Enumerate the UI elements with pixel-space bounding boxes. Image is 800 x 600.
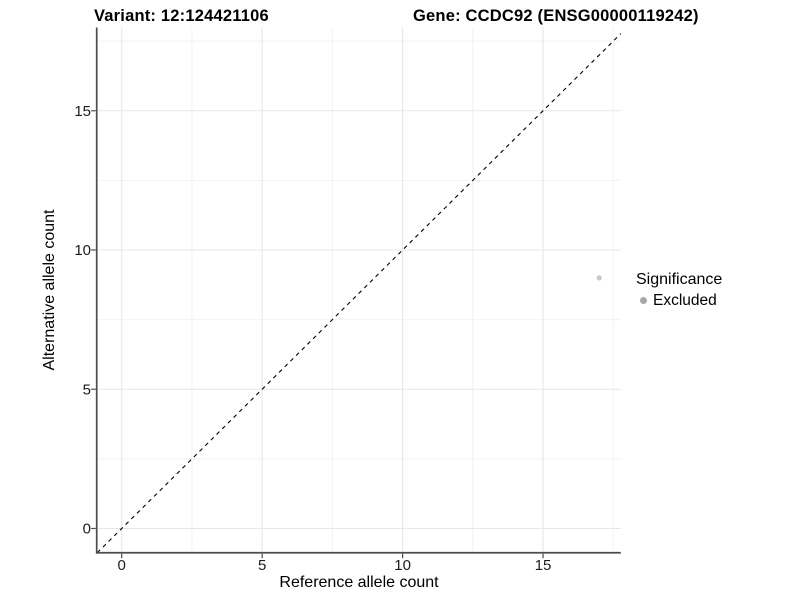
x-tick-labels: 0 5 10 15 xyxy=(118,557,552,574)
gene-title: Gene: CCDC92 (ENSG00000119242) xyxy=(413,7,699,25)
variant-title: Variant: 12:124421106 xyxy=(94,7,269,25)
legend-title: Significance xyxy=(636,271,723,288)
identity-dashed-line xyxy=(96,33,622,554)
data-points xyxy=(596,275,602,281)
tick-marks xyxy=(91,110,544,559)
y-tick-label: 10 xyxy=(74,242,91,259)
x-tick-label: 0 xyxy=(118,557,126,574)
y-axis-title: Alternative allele count xyxy=(41,209,58,371)
legend: Significance Excluded xyxy=(636,271,722,309)
gridlines-minor xyxy=(96,27,621,553)
legend-key-dot-icon xyxy=(640,297,647,304)
y-tick-label: 0 xyxy=(83,521,91,538)
x-tick-label: 5 xyxy=(258,557,266,574)
y-tick-label: 5 xyxy=(83,381,91,398)
data-point xyxy=(596,275,602,281)
axis-lines xyxy=(95,27,621,554)
gridlines-major xyxy=(96,27,621,553)
x-tick-label: 10 xyxy=(394,557,411,574)
legend-entry-excluded: Excluded xyxy=(640,292,722,309)
y-tick-labels: 0 5 10 15 xyxy=(74,103,91,538)
identity-line xyxy=(96,33,622,554)
y-tick-label: 15 xyxy=(74,103,91,120)
x-tick-label: 15 xyxy=(535,557,552,574)
legend-entry-label: Excluded xyxy=(653,292,717,309)
x-axis-title: Reference allele count xyxy=(279,574,439,591)
